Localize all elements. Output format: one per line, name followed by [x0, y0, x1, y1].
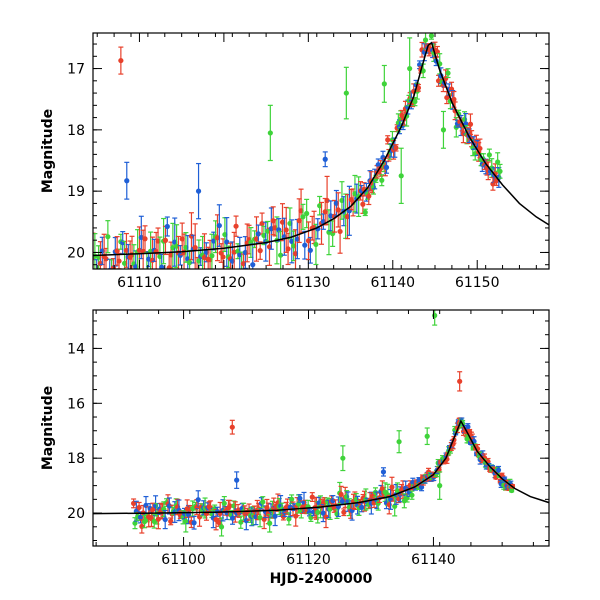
bottom-data-point — [191, 515, 197, 530]
top-data-point — [302, 230, 308, 260]
bottom-outlier-point — [437, 471, 443, 500]
top-data-point — [337, 209, 343, 254]
bottom-data-point — [409, 490, 415, 500]
bottom-panel-ticks: 61100 61120 61140 14 16 18 20 — [67, 310, 549, 568]
bottom-x-tick-label: 61140 — [411, 552, 456, 568]
bottom-data-point — [392, 496, 398, 517]
top-panel: 61110 61120 61130 61140 61150 17 18 19 20 Magnit… — [40, 32, 550, 291]
top-x-tick-label: 61130 — [286, 275, 331, 291]
top-data-point — [164, 216, 170, 237]
top-data-point — [179, 222, 185, 256]
top-data-point — [105, 220, 111, 254]
top-x-tick-label: 61150 — [455, 275, 500, 291]
top-data-point — [362, 208, 368, 217]
top-data-point — [375, 158, 381, 172]
top-data-point — [434, 45, 440, 58]
top-panel-ticks: 61110 61120 61130 61140 61150 17 18 19 20 — [67, 33, 549, 291]
top-y-tick-label: 20 — [67, 245, 85, 261]
bottom-outlier-point — [424, 427, 430, 446]
bottom-data-point — [131, 498, 137, 509]
top-data-point — [497, 163, 503, 179]
top-data-point — [379, 174, 385, 187]
top-data-point — [300, 203, 306, 230]
bottom-outlier-point — [457, 371, 463, 392]
bottom-outlier-point — [234, 471, 240, 489]
bottom-y-tick-label: 16 — [67, 396, 85, 412]
top-data-point — [114, 236, 120, 266]
bottom-outlier-point — [380, 467, 387, 477]
top-panel-points — [93, 33, 503, 269]
top-outlier-point — [398, 147, 404, 205]
top-data-point — [385, 135, 391, 145]
top-data-point — [313, 223, 319, 266]
top-data-point — [233, 215, 239, 237]
top-outlier-point — [381, 64, 387, 103]
top-y-tick-label: 17 — [67, 62, 85, 78]
bottom-y-tick-label: 20 — [67, 506, 85, 522]
top-data-point — [393, 144, 399, 152]
bottom-data-point — [315, 501, 321, 524]
top-data-point — [445, 68, 451, 79]
bottom-data-point — [341, 508, 347, 517]
top-data-point — [263, 221, 269, 262]
top-plot-frame — [92, 32, 550, 270]
top-x-tick-label: 61120 — [202, 275, 247, 291]
bottom-data-point — [297, 494, 303, 503]
top-x-tick-label: 61140 — [371, 275, 416, 291]
bottom-data-point — [509, 487, 515, 494]
top-y-axis-title: Magnitude — [40, 109, 56, 193]
bottom-x-tick-label: 61100 — [161, 552, 206, 568]
top-outlier-point — [195, 162, 202, 220]
bottom-data-point — [309, 492, 315, 503]
top-outlier-point — [124, 161, 130, 200]
bottom-data-point — [308, 513, 314, 522]
bottom-outlier-point — [340, 445, 346, 472]
top-outlier-point — [118, 46, 124, 75]
bottom-panel: 61100 61120 61140 14 16 18 20 Magnitude HJD-24… — [40, 309, 550, 587]
top-data-point — [380, 150, 386, 165]
bottom-outlier-point — [229, 419, 235, 435]
top-outlier-point — [267, 104, 273, 162]
bottom-plot-frame — [92, 309, 550, 547]
bottom-data-point — [238, 515, 244, 529]
bottom-data-point — [141, 514, 148, 529]
x-axis-title: HJD-2400000 — [270, 571, 373, 587]
bottom-panel-points — [131, 310, 516, 537]
bottom-model-curve — [93, 419, 549, 515]
top-model-curve — [93, 41, 549, 257]
bottom-outlier-point — [432, 310, 438, 326]
top-outlier-point — [343, 66, 349, 120]
bottom-x-tick-label: 61120 — [286, 552, 331, 568]
top-y-tick-label: 19 — [67, 184, 85, 200]
top-outlier-point — [407, 37, 413, 100]
bottom-y-axis-title: Magnitude — [40, 386, 56, 470]
bottom-y-tick-label: 14 — [67, 341, 85, 357]
top-y-tick-label: 18 — [67, 123, 85, 139]
bottom-outlier-point — [396, 430, 402, 454]
top-outlier-point — [322, 151, 328, 168]
top-outlier-point — [440, 110, 447, 149]
bottom-y-tick-label: 18 — [67, 451, 85, 467]
top-data-point — [324, 175, 330, 226]
top-x-tick-label: 61110 — [117, 275, 162, 291]
top-data-point — [328, 200, 334, 232]
top-data-point — [383, 161, 390, 174]
top-data-point — [192, 223, 198, 269]
top-data-point — [257, 241, 263, 260]
